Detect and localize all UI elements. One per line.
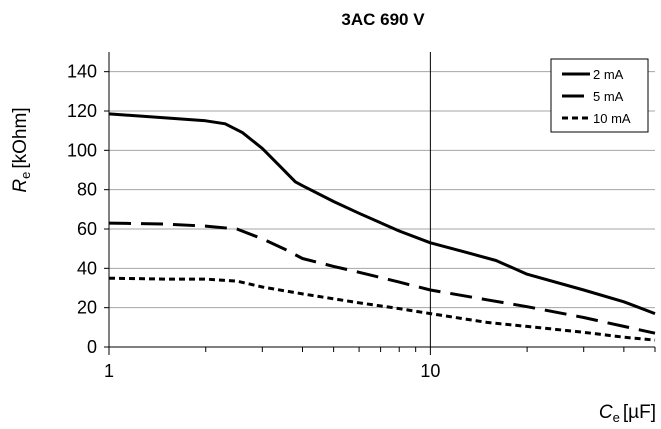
y-tick-label: 80 xyxy=(77,180,97,200)
y-tick-label: 0 xyxy=(87,337,97,357)
axes xyxy=(108,52,655,348)
y-axis-label: Re[kOhm] xyxy=(10,107,33,192)
y-tick-labels: 0 20 40 60 80 100 120 140 xyxy=(67,62,97,357)
y-tick-label: 140 xyxy=(67,62,97,82)
x-axis-label: Ce [µF] xyxy=(599,402,656,425)
y-tick-label: 100 xyxy=(67,140,97,160)
series-line-2-mA xyxy=(108,112,656,316)
series-line-5-mA xyxy=(108,221,656,335)
legend-label: 10 mA xyxy=(593,111,631,126)
legend-label: 5 mA xyxy=(593,89,624,104)
x-tick-label: 10 xyxy=(420,361,440,381)
y-tick-label: 20 xyxy=(77,298,97,318)
legend: 2 mA 5 mA 10 mA xyxy=(550,58,649,133)
x-minor-ticks xyxy=(108,347,656,355)
y-tick-label: 60 xyxy=(77,219,97,239)
chart-title: 3AC 690 V xyxy=(341,10,425,29)
x-tick-label: 1 xyxy=(104,361,114,381)
legend-label: 2 mA xyxy=(593,67,624,82)
y-tick-label: 40 xyxy=(77,258,97,278)
series-lines xyxy=(108,112,656,342)
x-tick-labels: 1 10 xyxy=(104,361,440,381)
y-tick-label: 120 xyxy=(67,101,97,121)
series-line-10-mA xyxy=(108,276,656,342)
